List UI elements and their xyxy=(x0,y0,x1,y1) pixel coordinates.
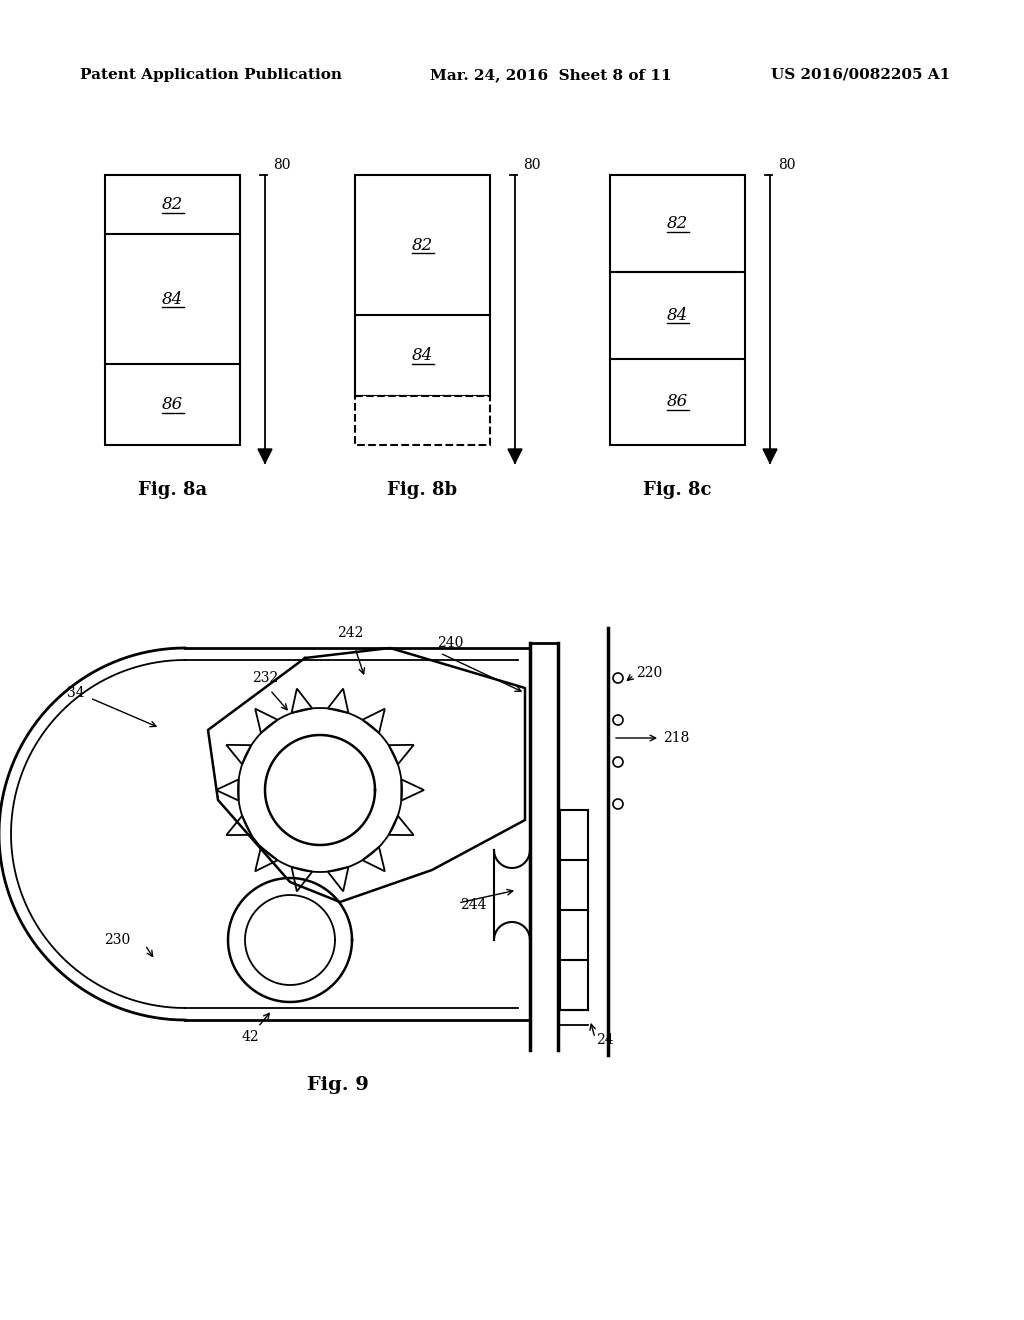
Text: Mar. 24, 2016  Sheet 8 of 11: Mar. 24, 2016 Sheet 8 of 11 xyxy=(430,69,672,82)
Text: Patent Application Publication: Patent Application Publication xyxy=(80,69,342,82)
Text: 34: 34 xyxy=(68,686,85,700)
Text: 220: 220 xyxy=(636,667,663,680)
Circle shape xyxy=(613,673,623,682)
Text: 86: 86 xyxy=(162,396,183,413)
Text: Fig. 8a: Fig. 8a xyxy=(138,480,207,499)
Bar xyxy=(355,396,490,445)
Text: US 2016/0082205 A1: US 2016/0082205 A1 xyxy=(771,69,950,82)
Text: 80: 80 xyxy=(778,158,796,172)
Circle shape xyxy=(613,756,623,767)
Text: 84: 84 xyxy=(412,347,433,364)
Bar xyxy=(105,176,240,445)
Polygon shape xyxy=(763,449,777,463)
Polygon shape xyxy=(508,449,522,463)
Polygon shape xyxy=(258,449,272,463)
Bar xyxy=(610,176,745,445)
Text: 84: 84 xyxy=(162,290,183,308)
Text: 82: 82 xyxy=(667,215,688,232)
Text: 80: 80 xyxy=(523,158,541,172)
Text: Fig. 8b: Fig. 8b xyxy=(387,480,458,499)
Text: 82: 82 xyxy=(412,236,433,253)
Text: 84: 84 xyxy=(667,306,688,323)
Text: 80: 80 xyxy=(273,158,291,172)
Text: 240: 240 xyxy=(437,636,463,649)
Text: 86: 86 xyxy=(667,393,688,411)
Circle shape xyxy=(613,715,623,725)
Circle shape xyxy=(613,799,623,809)
Text: 242: 242 xyxy=(337,626,364,640)
Text: 232: 232 xyxy=(252,671,279,685)
Text: 230: 230 xyxy=(103,933,130,946)
Text: 42: 42 xyxy=(242,1030,259,1044)
Text: Fig. 8c: Fig. 8c xyxy=(643,480,712,499)
Text: Fig. 9: Fig. 9 xyxy=(306,1076,369,1094)
Bar xyxy=(355,176,490,396)
Text: 218: 218 xyxy=(663,731,689,744)
Text: 82: 82 xyxy=(162,197,183,214)
Text: 24: 24 xyxy=(596,1034,613,1047)
Text: 244: 244 xyxy=(460,898,486,912)
